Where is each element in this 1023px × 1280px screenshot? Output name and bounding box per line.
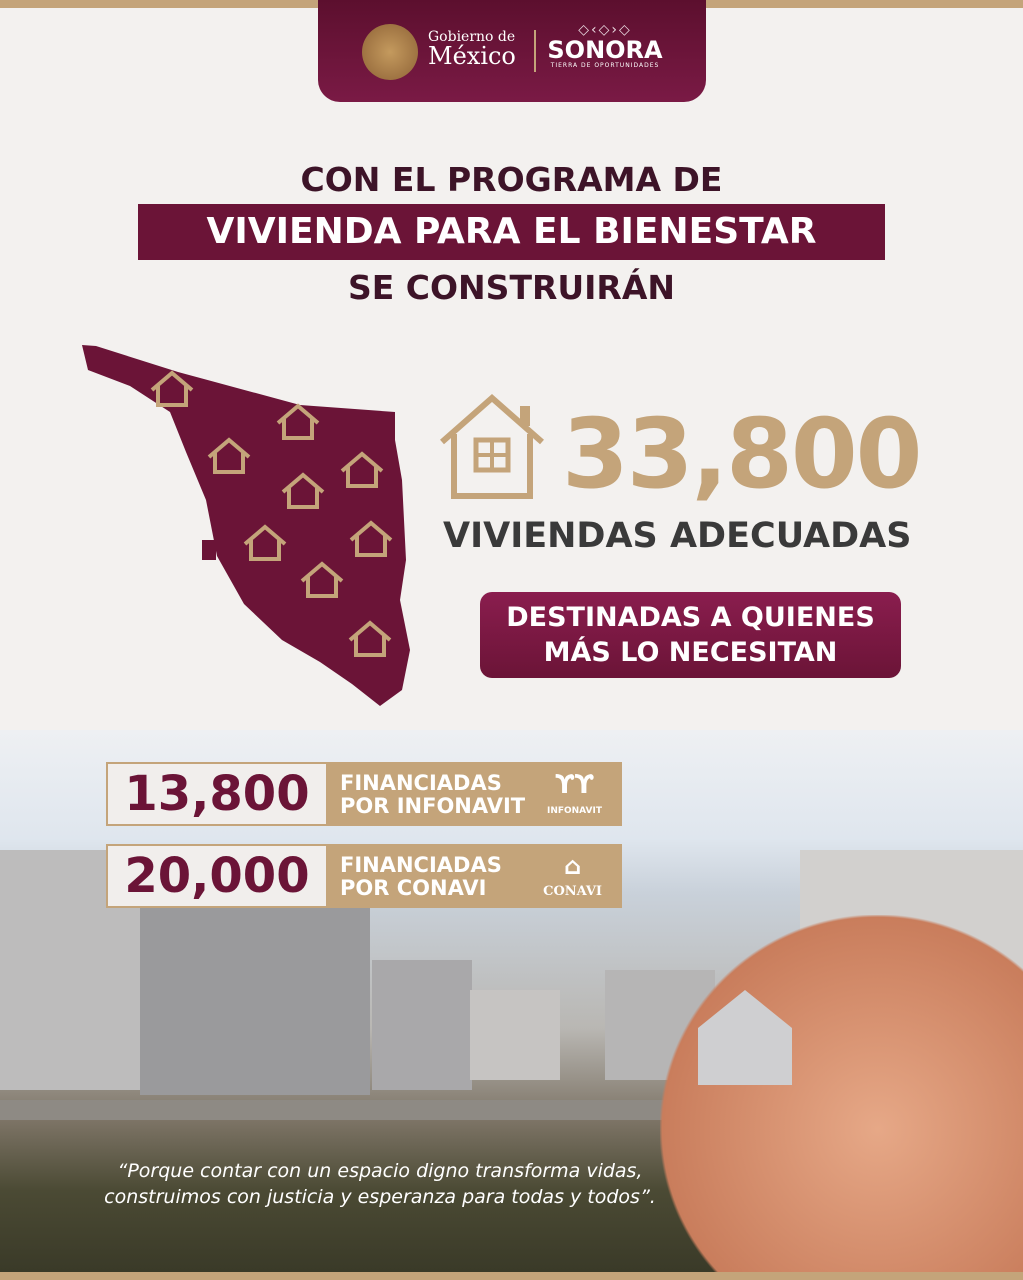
quote-line2: construimos con justicia y esperanza par… — [104, 1186, 656, 1208]
sonora-logo: ◇‹◇›◇ SONORA TIERRA DE OPORTUNIDADES — [544, 22, 666, 69]
map-house-icon — [276, 403, 320, 440]
conavi-number: 20,000 — [108, 846, 326, 906]
quote: “Porque contar con un espacio digno tran… — [0, 1158, 760, 1210]
map-house-icon — [348, 620, 392, 657]
title-line3: SE CONSTRUIRÁN — [347, 268, 676, 307]
gob-big-text: México — [428, 42, 516, 70]
badge-line1: DESTINADAS A QUIENES — [506, 602, 875, 633]
total-homes-label: VIVIENDAS ADECUADAS — [443, 516, 912, 556]
badge-line2: MÁS LO NECESITAN — [543, 637, 838, 668]
title-line1: CON EL PROGRAMA DE — [300, 160, 723, 199]
sonora-map — [82, 345, 410, 706]
quote-line1: “Porque contar con un espacio digno tran… — [117, 1160, 643, 1182]
conavi-logo: ⌂ CONAVI — [543, 852, 602, 899]
map-house-icon — [300, 561, 344, 598]
hand-holding-key-image — [660, 915, 1023, 1272]
map-house-icon — [243, 524, 287, 561]
conavi-label2: POR CONAVI — [340, 876, 487, 900]
bottom-border — [0, 1272, 1023, 1280]
total-homes-number: 33,800 — [562, 398, 922, 510]
map-house-icon — [340, 451, 384, 488]
mexico-seal-logo — [362, 24, 418, 80]
map-house-icon — [281, 472, 325, 509]
map-house-icon — [207, 437, 251, 474]
map-house-icon — [150, 370, 194, 407]
target-badge: DESTINADAS A QUIENES MÁS LO NECESITAN — [480, 592, 901, 678]
house-icon — [440, 394, 544, 499]
gob-small-text: Gobierno de — [428, 29, 516, 45]
conavi-label1: FINANCIADAS — [340, 853, 502, 877]
government-header: Gobierno de México ◇‹◇›◇ SONORA TIERRA D… — [318, 0, 706, 102]
sonora-tagline: TIERRA DE OPORTUNIDADES — [550, 62, 660, 69]
sonora-name: SONORA — [547, 36, 663, 64]
title-line2: VIVIENDA PARA EL BIENESTAR — [138, 204, 885, 260]
infonavit-number: 13,800 — [108, 764, 326, 824]
map-house-icon — [349, 520, 393, 557]
gobierno-de-mexico-logo: Gobierno de México — [428, 30, 516, 68]
divider — [534, 30, 536, 72]
infonavit-financing: 13,800 FINANCIADAS POR INFONAVIT ϒϒ INFONA… — [106, 762, 622, 826]
infonavit-label1: FINANCIADAS — [340, 771, 502, 795]
sonora-pattern: ◇‹◇›◇ — [578, 22, 632, 38]
conavi-financing: 20,000 FINANCIADAS POR CONAVI ⌂ CONAVI — [106, 844, 622, 908]
infonavit-label2: POR INFONAVIT — [340, 794, 526, 818]
infonavit-logo: ϒϒ INFONAVIT — [546, 770, 602, 816]
